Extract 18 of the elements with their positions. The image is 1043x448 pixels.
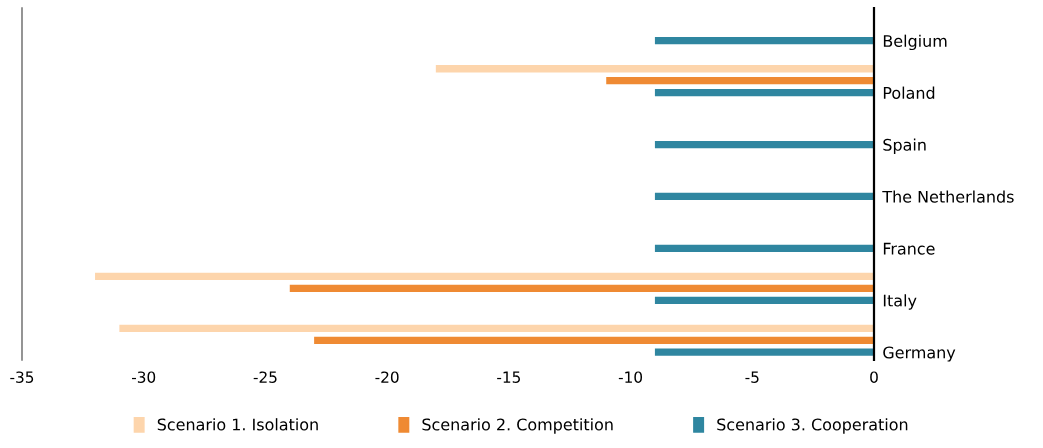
x-tick-label: -15: [497, 371, 520, 383]
legend-label: Scenario 2. Competition: [422, 418, 613, 434]
y-tick-label: Italy: [883, 294, 917, 310]
y-tick-label: Germany: [883, 346, 956, 362]
x-tick-label: -30: [131, 371, 156, 383]
y-tick-label: Spain: [883, 138, 926, 154]
x-tick-label: 0: [870, 371, 878, 383]
legend-label: Scenario 3. Cooperation: [717, 418, 908, 434]
y-tick-label: Poland: [883, 86, 935, 99]
x-tick-label: -35: [10, 371, 34, 383]
y-tick-label: France: [883, 242, 935, 255]
y-tick-label: Belgium: [883, 34, 947, 51]
x-tick-label: -20: [375, 371, 399, 383]
legend-label: Scenario 1. Isolation: [157, 418, 318, 431]
x-tick-label: -10: [618, 371, 643, 383]
x-tick-label: -25: [253, 371, 277, 383]
x-tick-label: -5: [745, 371, 759, 383]
y-tick-label: The Netherlands: [882, 190, 1014, 203]
